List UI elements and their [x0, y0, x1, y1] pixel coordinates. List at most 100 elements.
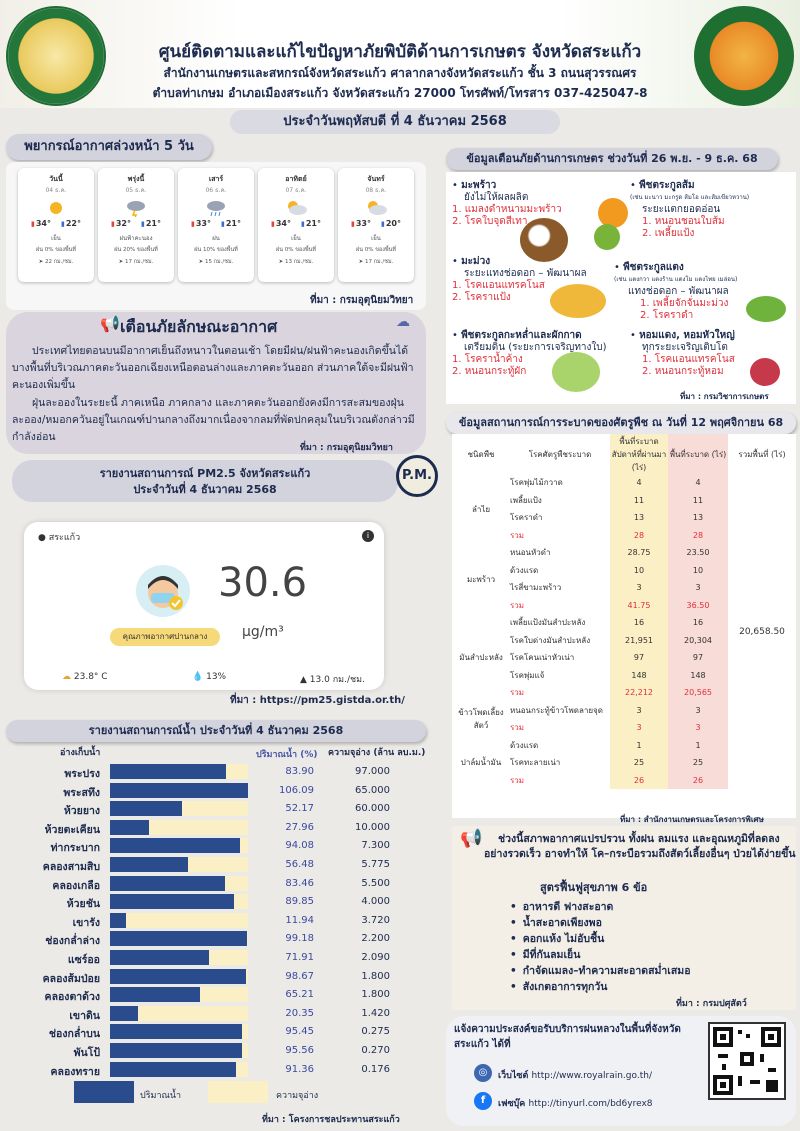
forecast-high: 32° [111, 219, 131, 228]
water-row: แซร์ออ 71.91 2.090 [6, 950, 426, 967]
water-percent: 89.85 [285, 896, 314, 908]
reservoir-capacity: 0.176 [361, 1063, 390, 1075]
pest-area: 36.50 [668, 596, 728, 614]
mango-image [550, 284, 606, 318]
pm-unit: µg/m³ [242, 624, 284, 640]
water-percent: 11.94 [285, 914, 314, 926]
qr-code[interactable] [708, 1022, 786, 1100]
pm-badge: P.M. [396, 455, 438, 497]
pest-row: รวม 22,212 20,565 [452, 684, 796, 702]
cloud-sun-icon: ☁ [62, 672, 71, 682]
legend-water-swatch [74, 1081, 134, 1103]
water-percent: 52.17 [285, 803, 314, 815]
pest-area-last-week: 3 [610, 701, 668, 719]
reservoir-name: ห้วยยาง [63, 805, 100, 818]
pest-name: เพลี้ยแป้งมันสำปะหลัง [510, 618, 586, 628]
alert-source: ที่มา : กรมวิชาการเกษตร [680, 392, 769, 401]
alert-cucurbit-stage: แทงช่อดอก – พัฒนาผล [628, 286, 729, 297]
legend-capacity-swatch [208, 1081, 268, 1103]
pest-source: ที่มา : สำนักงานเกษตรและโครงการพิเศษ [620, 815, 764, 824]
forecast-date: 05 ธ.ค. [125, 187, 147, 194]
pest-row: รวม 3 3 [452, 719, 796, 737]
livestock-subtitle: สูตรฟื้นฟูสุขภาพ 6 ข้อ [540, 881, 648, 894]
reservoir-capacity: 3.720 [361, 914, 390, 926]
water-bar [110, 950, 210, 965]
onion-image [750, 358, 780, 386]
water-row: ช่องกล่ำล่าง 99.18 2.200 [6, 931, 426, 948]
info-icon[interactable]: i [362, 530, 374, 542]
water-percent: 20.35 [285, 1007, 314, 1019]
pest-name: รวม [510, 600, 525, 610]
website-link[interactable]: เว็บไซต์ http://www.royalrain.go.th/ [498, 1068, 652, 1082]
water-bar [110, 1043, 242, 1058]
header [0, 0, 800, 108]
warning-paragraph-1: ประเทศไทยตอนบนมีอากาศเย็นถึงหนาวในตอนเช้… [12, 345, 414, 391]
pest-area-last-week: 28.75 [610, 544, 668, 562]
warning-panel [6, 312, 426, 454]
weather-icon: ☁ [396, 314, 410, 330]
water-bar [110, 782, 248, 798]
pest-name: รวม [510, 723, 525, 733]
water-bar [110, 987, 200, 1003]
alert-citrus-r2: 2. เพลี้ยแป้ง [642, 228, 695, 239]
water-bar [110, 838, 240, 854]
pest-area-last-week: 21,951 [610, 631, 668, 649]
alert-onion: • หอมแดง, หอมหัวใหญ่ ทุกระยะเจริญเติบโต … [630, 330, 735, 378]
pest-row: ข้าวโพดเลี้ยงสัตว์ หนอนกระทู้ข้าวโพดลายจุ… [452, 701, 796, 730]
pest-name: เพลี้ยแป้ง [510, 495, 542, 505]
pest-area: 3 [668, 579, 728, 597]
location-pin-icon: ● [38, 533, 49, 543]
pm-card [24, 522, 384, 690]
forecast-desc: ฝนฟ้าคะนอง [119, 235, 153, 242]
pm-temperature: ☁ 23.8° C [62, 672, 108, 682]
forecast-wind: ➤ 17 กม./ชม. [118, 259, 154, 265]
forecast-date: 07 ธ.ค. [285, 187, 307, 194]
pest-col-crop: ชนิดพืช [467, 449, 495, 459]
warning-title: เตือนภัยลักษณะอากาศ [120, 317, 278, 336]
water-row: ช่องกล่ำบน 95.45 0.275 [6, 1024, 426, 1041]
reservoir-name: คลองส้มป่อย [42, 972, 100, 985]
pest-area-last-week: 22,212 [610, 684, 668, 702]
water-bar [110, 857, 188, 872]
reservoir-capacity: 7.300 [361, 840, 390, 852]
reservoir-name: ท่ากระบาก [50, 842, 100, 855]
pm-value: 30.6 [218, 560, 308, 606]
pest-row: โรคโคนเน่าหัวเน่า 97 97 [452, 649, 796, 667]
forecast-day-card: อาทิตย์ 07 ธ.ค. 34° 21°เย็นฝน 0% ของพื้นที่… [258, 168, 334, 282]
reservoir-name: พระปรง [64, 768, 100, 780]
alert-cucurbit-r2: 2. โรคราดำ [640, 310, 694, 321]
pest-row: โรคใบด่างมันสำปะหลัง 21,951 20,304 [452, 631, 796, 649]
pest-area: 13 [668, 509, 728, 527]
facebook-link[interactable]: เฟซบุ๊ค http://tinyurl.com/bd6yrex8 [498, 1096, 653, 1110]
forecast-source: ที่มา : กรมอุตุนิยมวิทยา [310, 295, 414, 306]
water-percent: 56.48 [285, 859, 314, 870]
water-bar [110, 1024, 242, 1040]
alert-cabbage-r1: 1. โรคราน้ำค้าง [452, 354, 523, 365]
pest-name: หนอนหัวดำ [510, 548, 551, 558]
water-bar [110, 931, 247, 947]
sun-icon [43, 199, 69, 217]
capacity-bar [110, 912, 248, 928]
pest-area: 16 [668, 614, 728, 632]
forecast-day: พรุ่งนี้ [127, 175, 145, 183]
livestock-tip: คอกแห้ง ไม่อับชื้น [510, 930, 605, 947]
water-col-name: อ่างเก็บน้ำ [60, 748, 101, 758]
pest-row: รวม 28 28 [452, 526, 796, 544]
forecast-rain: ฝน 0% ของพื้นที่ [36, 247, 76, 253]
pest-area: 3 [668, 719, 728, 737]
pest-crop: ลำไย [471, 504, 491, 514]
reservoir-name: แซร์ออ [67, 954, 100, 966]
pm-location-label: สระแก้ว [48, 533, 81, 543]
water-row: คลองทราย 91.36 0.176 [6, 1061, 426, 1079]
forecast-day: เสาร์ [208, 175, 224, 183]
pest-area: 3 [668, 701, 728, 719]
water-percent: 27.96 [285, 821, 314, 833]
province-logo [694, 6, 794, 106]
forecast-wind: ➤ 15 กม./ชม. [198, 259, 234, 265]
pest-name: ด้วงแรด [510, 740, 539, 750]
water-bar [110, 801, 182, 817]
reservoir-capacity: 2.090 [361, 952, 390, 963]
forecast-rain: ฝน 10% ของพื้นที่ [194, 247, 238, 253]
forecast-high: 34° [31, 219, 51, 228]
pm-temperature-value: 23.8° C [73, 672, 108, 682]
